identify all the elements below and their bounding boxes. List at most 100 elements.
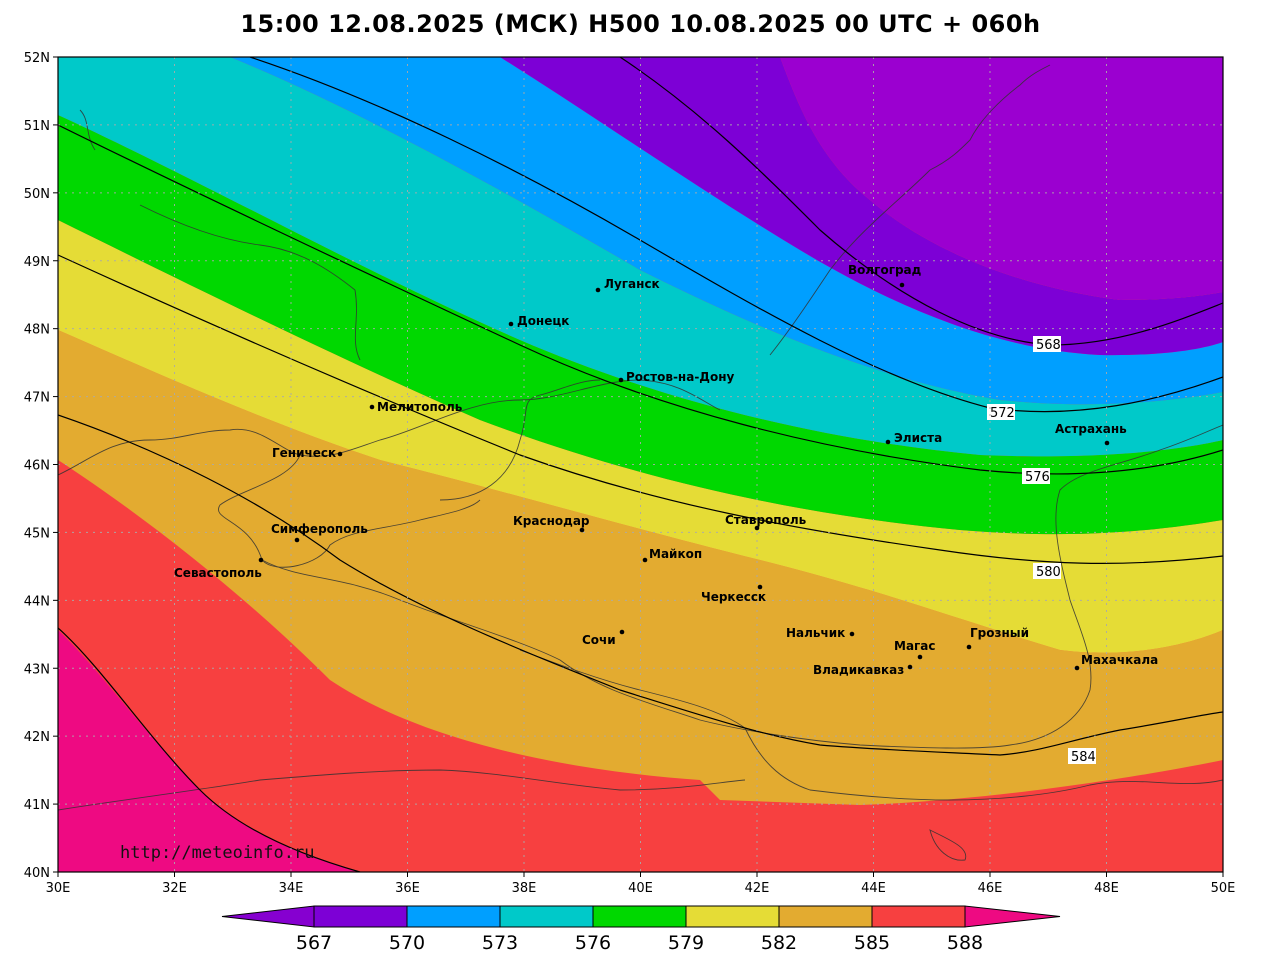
- band-570-573: [160, 57, 1223, 405]
- city-label: Черкесск: [701, 590, 766, 604]
- colorbar-label: 570: [389, 932, 425, 954]
- city-label: Ставрополь: [725, 513, 807, 527]
- band-579-582: [58, 220, 1223, 653]
- city-marker: [754, 525, 760, 531]
- y-tick-label: 48N: [24, 323, 50, 338]
- city-marker: [966, 644, 972, 650]
- isoline-568: [619, 57, 1223, 346]
- graticule-grid: [58, 57, 1223, 872]
- band-582-585: [58, 330, 1223, 805]
- y-tick-label: 52N: [24, 51, 50, 66]
- colorbar-label: 567: [296, 932, 332, 954]
- band-567-570: [460, 57, 1223, 356]
- isoline-572: [249, 57, 1223, 413]
- isoline-label-572: 572: [990, 406, 1015, 421]
- y-tick-label: 49N: [24, 255, 50, 270]
- colorbar-segment: [685, 905, 780, 928]
- city-label: Краснодар: [513, 514, 590, 528]
- isolines: [58, 57, 1223, 872]
- colorbar-label: 588: [947, 932, 983, 954]
- city-marker: [258, 557, 264, 563]
- city-marker: [595, 287, 601, 293]
- city-label: Симферополь: [271, 522, 368, 536]
- isoline-580: [58, 254, 1223, 565]
- x-tick-label: 32E: [162, 881, 187, 896]
- city-layer: Волгоград Луганск Донецк Ростов-на-Дону Мели…: [174, 263, 1158, 677]
- map-title: 15:00 12.08.2025 (МСК) H500 10.08.2025 0…: [240, 10, 1041, 38]
- city-marker: [369, 404, 375, 410]
- isoline-label-584: 584: [1071, 750, 1096, 765]
- city-marker: [885, 439, 891, 445]
- source-url: http://meteoinfo.ru: [120, 843, 314, 863]
- city-marker: [849, 631, 855, 637]
- city-marker: [618, 377, 624, 383]
- x-tick-label: 48E: [1094, 881, 1119, 896]
- city-marker: [917, 654, 923, 660]
- band-above-588-corner: [58, 630, 360, 872]
- x-tick-label: 36E: [395, 881, 420, 896]
- city-label: Элиста: [894, 431, 942, 445]
- colorbar-label: 576: [575, 932, 611, 954]
- y-tick-label: 45N: [24, 526, 50, 541]
- isoline-label-580: 580: [1036, 565, 1061, 580]
- city-label: Ростов-на-Дону: [626, 370, 735, 384]
- city-marker: [294, 537, 300, 543]
- isoline-588: [58, 627, 361, 872]
- city-marker: [508, 321, 514, 327]
- x-tick-label: 50E: [1211, 881, 1236, 896]
- city-label: Донецк: [517, 314, 569, 328]
- colorbar-label: 579: [668, 932, 704, 954]
- isoline-576: [58, 124, 1223, 475]
- city-label: Сочи: [582, 633, 616, 647]
- city-label: Геническ: [272, 446, 336, 460]
- city-label: Севастополь: [174, 566, 262, 580]
- band-below-567: [780, 57, 1223, 300]
- city-marker: [1104, 440, 1110, 446]
- city-label: Волгоград: [848, 263, 922, 277]
- isoline-584: [58, 414, 1223, 756]
- city-label: Астрахань: [1055, 422, 1127, 436]
- city-marker: [337, 451, 343, 457]
- x-tick-label: 40E: [628, 881, 653, 896]
- city-marker: [619, 629, 625, 635]
- colorbar-segment: [871, 905, 966, 928]
- band-585-588: [58, 460, 1223, 872]
- city-label: Махачкала: [1081, 653, 1158, 667]
- x-tick-label: 30E: [46, 881, 71, 896]
- city-marker: [757, 584, 763, 590]
- colorbar-label: 582: [761, 932, 797, 954]
- city-label: Луганск: [604, 277, 660, 291]
- colorbar-segment: [499, 905, 594, 928]
- colorbar: 567 570 573 576 579 582 585 588: [221, 905, 1061, 954]
- city-marker: [1074, 665, 1080, 671]
- isoline-labels: 568 572 576 580 584: [987, 336, 1096, 765]
- isoline-label-576: 576: [1025, 470, 1050, 485]
- city-label: Нальчик: [786, 626, 845, 640]
- city-label: Магас: [894, 639, 936, 653]
- city-marker: [899, 282, 905, 288]
- colorbar-segment: [592, 905, 687, 928]
- band-573-576: [58, 57, 1223, 457]
- map-axes: 30E 32E 34E 36E 38E 40E 42E 44E 46E 48E 50E 52N 51N 5…: [24, 51, 1236, 896]
- y-tick-label: 50N: [24, 187, 50, 202]
- colorbar-segment: [778, 905, 873, 928]
- city-marker: [579, 527, 585, 533]
- city-label: Мелитополь: [377, 400, 463, 414]
- y-tick-label: 44N: [24, 594, 50, 609]
- city-label: Владикавказ: [813, 663, 904, 677]
- x-tick-label: 44E: [861, 881, 886, 896]
- colorbar-segment: [313, 905, 408, 928]
- y-tick-label: 46N: [24, 459, 50, 474]
- colorbar-max-arrow: [964, 905, 1061, 928]
- y-tick-label: 41N: [24, 798, 50, 813]
- x-tick-label: 46E: [978, 881, 1003, 896]
- isoline-label-568: 568: [1036, 338, 1061, 353]
- colorbar-label: 573: [482, 932, 518, 954]
- city-marker: [642, 557, 648, 563]
- y-tick-label: 42N: [24, 730, 50, 745]
- y-tick-label: 47N: [24, 391, 50, 406]
- colorbar-min-arrow: [221, 905, 315, 928]
- x-tick-label: 34E: [279, 881, 304, 896]
- colorbar-label: 585: [854, 932, 890, 954]
